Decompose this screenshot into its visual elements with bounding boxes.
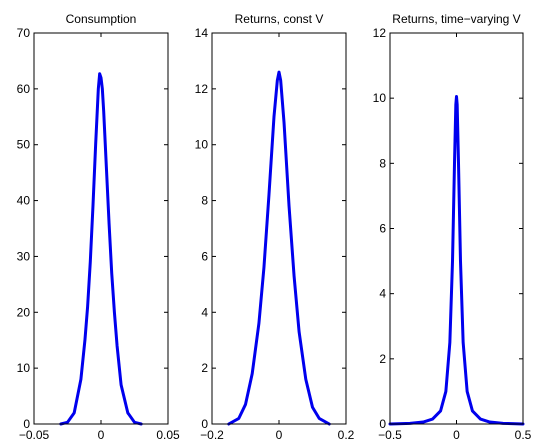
plot-area-frame xyxy=(389,32,524,425)
y-tick-label: 14 xyxy=(195,26,209,40)
y-tick-label: 10 xyxy=(195,138,209,152)
x-tick-label: 0.5 xyxy=(515,428,532,442)
y-tick-label: 0 xyxy=(379,417,386,431)
chart-title: Consumption xyxy=(66,12,137,26)
x-tick-label: 0 xyxy=(98,428,105,442)
y-tick-label: 40 xyxy=(17,194,31,208)
x-tick-label: 0.2 xyxy=(338,428,355,442)
y-tick-label: 10 xyxy=(17,361,31,375)
y-tick-label: 2 xyxy=(379,352,386,366)
x-tick-label: −0.5 xyxy=(378,428,402,442)
chart-title: Returns, time−varying V xyxy=(392,12,520,26)
y-tick-label: 10 xyxy=(373,91,387,105)
density-line xyxy=(59,72,143,426)
plot-area-frame xyxy=(33,32,169,425)
x-tick-label: 0 xyxy=(276,428,283,442)
x-tick-label: 0 xyxy=(453,428,460,442)
x-tick-label: 0.05 xyxy=(156,428,180,442)
y-tick-label: 2 xyxy=(201,361,208,375)
y-tick-label: 60 xyxy=(17,82,31,96)
y-tick-label: 6 xyxy=(379,222,386,236)
y-tick-label: 0 xyxy=(201,417,208,431)
density-line xyxy=(227,70,331,426)
y-tick-label: 30 xyxy=(17,249,31,263)
y-tick-label: 8 xyxy=(201,194,208,208)
y-tick-label: 50 xyxy=(17,138,31,152)
density-line xyxy=(388,95,525,426)
y-tick-label: 4 xyxy=(379,287,386,301)
chart-title: Returns, const V xyxy=(235,12,324,26)
plot-area-frame xyxy=(211,32,347,425)
y-tick-label: 6 xyxy=(201,249,208,263)
x-tick-label: −0.05 xyxy=(19,428,50,442)
y-tick-label: 8 xyxy=(379,156,386,170)
y-tick-label: 70 xyxy=(17,26,31,40)
x-tick-label: −0.2 xyxy=(200,428,224,442)
y-tick-label: 12 xyxy=(373,26,387,40)
y-tick-label: 4 xyxy=(201,305,208,319)
y-tick-label: 12 xyxy=(195,82,209,96)
y-tick-label: 20 xyxy=(17,305,31,319)
y-tick-label: 0 xyxy=(23,417,30,431)
